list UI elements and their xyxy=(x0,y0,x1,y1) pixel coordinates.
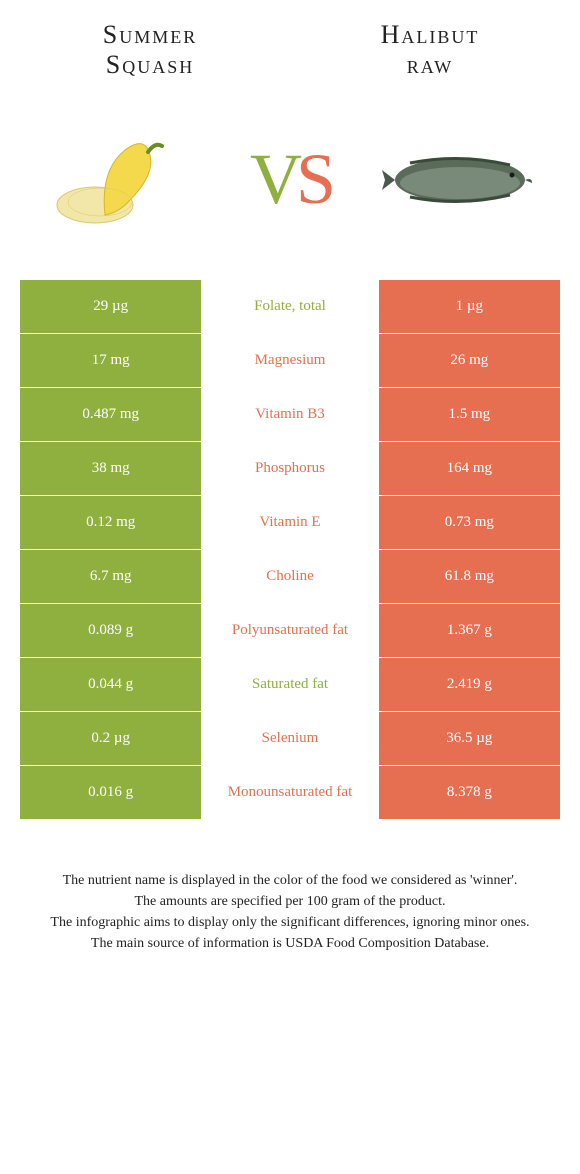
squash-image xyxy=(40,120,200,240)
footer-notes: The nutrient name is displayed in the co… xyxy=(0,870,580,984)
right-value: 2.419 g xyxy=(379,658,560,711)
left-value: 17 mg xyxy=(20,334,201,387)
right-value: 1.367 g xyxy=(379,604,560,657)
table-row: 0.12 mgVitamin E0.73 mg xyxy=(20,496,560,550)
table-row: 29 µgFolate, total1 µg xyxy=(20,280,560,334)
table-row: 0.487 mgVitamin B31.5 mg xyxy=(20,388,560,442)
nutrient-label: Vitamin B3 xyxy=(201,388,378,441)
right-value: 1 µg xyxy=(379,280,560,333)
left-value: 0.487 mg xyxy=(20,388,201,441)
nutrient-label: Saturated fat xyxy=(201,658,378,711)
vs-v: V xyxy=(250,139,296,219)
table-row: 0.044 gSaturated fat2.419 g xyxy=(20,658,560,712)
left-value: 38 mg xyxy=(20,442,201,495)
left-food-title: Summer Squash xyxy=(50,20,250,80)
nutrient-label: Folate, total xyxy=(201,280,378,333)
images-row: VS xyxy=(0,90,580,280)
right-value: 8.378 g xyxy=(379,766,560,819)
table-row: 6.7 mgCholine61.8 mg xyxy=(20,550,560,604)
right-title-line1: Halibut xyxy=(381,20,480,49)
right-title-line2: raw xyxy=(407,50,454,79)
nutrient-label: Polyunsaturated fat xyxy=(201,604,378,657)
left-value: 6.7 mg xyxy=(20,550,201,603)
right-value: 36.5 µg xyxy=(379,712,560,765)
table-row: 0.2 µgSelenium36.5 µg xyxy=(20,712,560,766)
nutrient-label: Magnesium xyxy=(201,334,378,387)
footer-line-4: The main source of information is USDA F… xyxy=(40,933,540,954)
left-title-line2: Squash xyxy=(106,50,194,79)
nutrient-label: Choline xyxy=(201,550,378,603)
right-food-title: Halibut raw xyxy=(330,20,530,80)
vs-label: VS xyxy=(250,138,330,221)
table-row: 17 mgMagnesium26 mg xyxy=(20,334,560,388)
left-value: 0.12 mg xyxy=(20,496,201,549)
footer-line-3: The infographic aims to display only the… xyxy=(40,912,540,933)
table-row: 38 mgPhosphorus164 mg xyxy=(20,442,560,496)
nutrient-label: Selenium xyxy=(201,712,378,765)
header-titles: Summer Squash Halibut raw xyxy=(0,0,580,90)
footer-line-1: The nutrient name is displayed in the co… xyxy=(40,870,540,891)
table-row: 0.089 gPolyunsaturated fat1.367 g xyxy=(20,604,560,658)
footer-line-2: The amounts are specified per 100 gram o… xyxy=(40,891,540,912)
nutrient-label: Vitamin E xyxy=(201,496,378,549)
right-value: 164 mg xyxy=(379,442,560,495)
nutrient-table: 29 µgFolate, total1 µg17 mgMagnesium26 m… xyxy=(20,280,560,820)
nutrient-label: Monounsaturated fat xyxy=(201,766,378,819)
nutrient-label: Phosphorus xyxy=(201,442,378,495)
vs-s: S xyxy=(296,139,330,219)
right-value: 26 mg xyxy=(379,334,560,387)
left-value: 0.016 g xyxy=(20,766,201,819)
left-value: 0.089 g xyxy=(20,604,201,657)
right-value: 61.8 mg xyxy=(379,550,560,603)
right-value: 0.73 mg xyxy=(379,496,560,549)
halibut-image xyxy=(380,120,540,240)
left-value: 0.2 µg xyxy=(20,712,201,765)
table-row: 0.016 gMonounsaturated fat8.378 g xyxy=(20,766,560,820)
left-value: 29 µg xyxy=(20,280,201,333)
right-value: 1.5 mg xyxy=(379,388,560,441)
left-title-line1: Summer xyxy=(103,20,197,49)
left-value: 0.044 g xyxy=(20,658,201,711)
